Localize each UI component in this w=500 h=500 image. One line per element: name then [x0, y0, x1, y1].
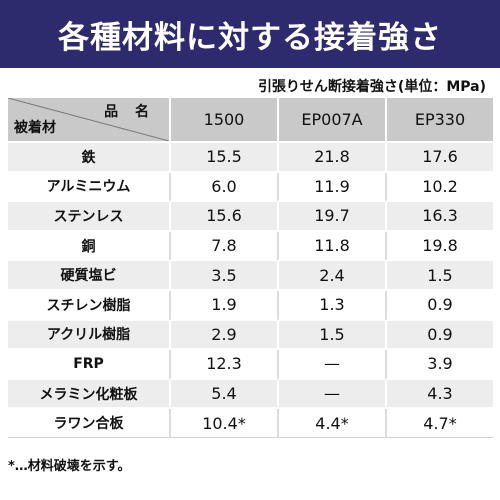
table-header-row: 品 名 被着材 1500 EP007A EP330 — [8, 98, 493, 143]
value-cell: 2.4 — [277, 261, 385, 291]
value-cell: 12.3 — [169, 350, 277, 380]
table-row: 銅 7.8 11.8 19.8 — [8, 231, 493, 262]
value-cell: 10.2 — [385, 172, 493, 203]
title-banner: 各種材料に対する接着強さ — [0, 0, 500, 68]
value-cell: 2.9 — [169, 320, 277, 351]
product-header-ep330: EP330 — [385, 98, 493, 143]
material-name: ラワン合板 — [8, 409, 169, 438]
value-cell: — — [277, 379, 385, 410]
table-row: ラワン合板 10.4* 4.4* 4.7* — [8, 409, 493, 438]
value-cell: 11.8 — [277, 231, 385, 262]
value-cell: 1.3 — [277, 290, 385, 321]
value-cell: 10.4* — [169, 409, 277, 438]
material-name: アルミニウム — [8, 172, 169, 203]
table-row: スチレン樹脂 1.9 1.3 0.9 — [8, 290, 493, 321]
table-row: メラミン化粧板 5.4 — 4.3 — [8, 379, 493, 410]
product-header-1500: 1500 — [169, 98, 277, 143]
value-cell: 7.8 — [169, 231, 277, 262]
value-cell: 1.5 — [277, 320, 385, 351]
value-cell: 11.9 — [277, 172, 385, 203]
table-row: ステンレス 15.6 19.7 16.3 — [8, 202, 493, 232]
table-row: アクリル樹脂 2.9 1.5 0.9 — [8, 320, 493, 351]
value-cell: 3.5 — [169, 261, 277, 291]
page-title: 各種材料に対する接着強さ — [58, 19, 442, 56]
value-cell: 15.6 — [169, 202, 277, 232]
diagonal-divider — [8, 98, 169, 141]
table-row: FRP 12.3 — 3.9 — [8, 350, 493, 380]
value-cell: 17.6 — [385, 143, 493, 173]
corner-header-cell: 品 名 被着材 — [8, 98, 169, 143]
table-row: 硬質塩ビ 3.5 2.4 1.5 — [8, 261, 493, 291]
unit-note: 引張りせん断接着強さ(単位：MPa) — [257, 79, 486, 95]
material-name: 鉄 — [8, 143, 169, 173]
material-name: ステンレス — [8, 202, 169, 232]
value-cell: 16.3 — [385, 202, 493, 232]
value-cell: 5.4 — [169, 379, 277, 410]
material-name: アクリル樹脂 — [8, 320, 169, 351]
product-header-ep007a: EP007A — [277, 98, 385, 143]
value-cell: 19.7 — [277, 202, 385, 232]
value-cell: 3.9 — [385, 350, 493, 380]
product-label: 品 名 — [104, 104, 155, 120]
table-row: 鉄 15.5 21.8 17.6 — [8, 143, 493, 173]
value-cell: 1.5 — [385, 261, 493, 291]
material-name: FRP — [8, 350, 169, 380]
value-cell: 0.9 — [385, 290, 493, 321]
material-name: メラミン化粧板 — [8, 379, 169, 410]
material-name: 銅 — [8, 231, 169, 262]
value-cell: 4.3 — [385, 379, 493, 410]
footnote: *…材料破壊を示す。 — [8, 459, 131, 474]
material-label: 被着材 — [14, 120, 56, 136]
value-cell: 0.9 — [385, 320, 493, 351]
value-cell: — — [277, 350, 385, 380]
value-cell: 4.4* — [277, 409, 385, 438]
value-cell: 4.7* — [385, 409, 493, 438]
value-cell: 21.8 — [277, 143, 385, 173]
value-cell: 6.0 — [169, 172, 277, 203]
value-cell: 1.9 — [169, 290, 277, 321]
material-name: スチレン樹脂 — [8, 290, 169, 321]
adhesion-strength-table: 品 名 被着材 1500 EP007A EP330 鉄 15.5 21.8 17… — [8, 98, 493, 438]
table-row: アルミニウム 6.0 11.9 10.2 — [8, 172, 493, 203]
value-cell: 19.8 — [385, 231, 493, 262]
value-cell: 15.5 — [169, 143, 277, 173]
material-name: 硬質塩ビ — [8, 261, 169, 291]
